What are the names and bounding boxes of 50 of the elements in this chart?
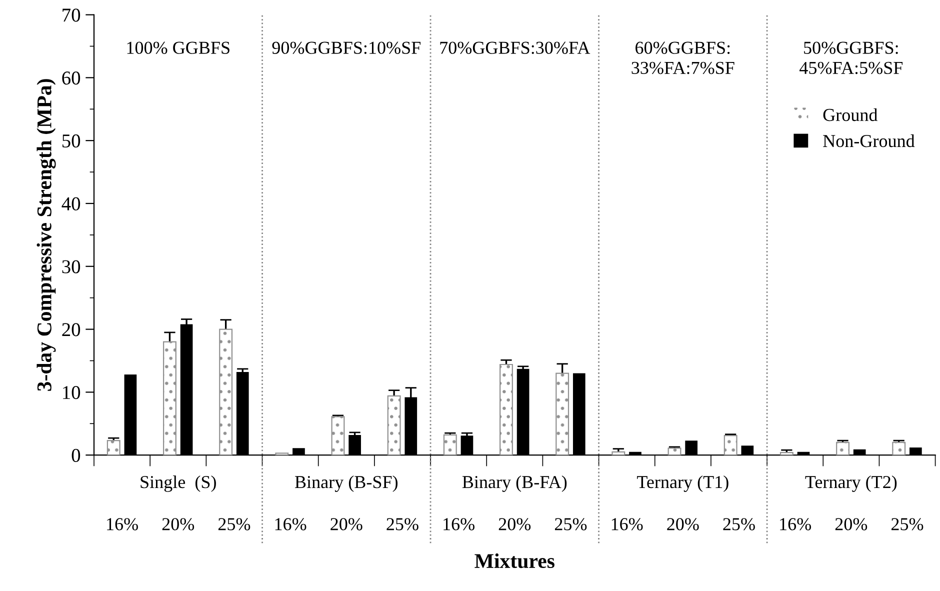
text: Ternary (T2) (805, 475, 897, 492)
text: Binary (B-FA) (462, 475, 567, 492)
bar (724, 435, 738, 456)
legend-label: Ground (823, 108, 878, 122)
annotation: 100% GGBFS (127, 42, 230, 54)
y-axis-title: 3-day Compressive Strength (MPa) (36, 79, 56, 391)
x-tick-label: 25% (386, 518, 418, 530)
bar (668, 448, 682, 456)
bar (106, 440, 120, 456)
x-tick-label: 20% (667, 518, 699, 530)
x-tick-label: 20% (162, 518, 194, 530)
annotation: 90%GGBFS:10%SF (272, 42, 420, 54)
x-tick-label: 20% (835, 518, 868, 530)
bar (556, 372, 570, 456)
text: Binary (B-SF) (295, 475, 398, 492)
x-tick-label: 25% (218, 518, 250, 530)
x-tick-label: 16% (275, 518, 306, 530)
annotation: 50%GGBFS: 45%FA:5%SF (800, 42, 903, 74)
x-tick-label: 20% (330, 518, 362, 530)
bar (443, 434, 457, 456)
bar (612, 451, 626, 456)
bar (331, 416, 345, 456)
x-tick-label: 25% (723, 518, 755, 530)
bar (836, 442, 850, 456)
bar (387, 395, 401, 456)
y-tick-label: 30 (62, 260, 80, 274)
y-tick-label: 10 (63, 386, 80, 400)
y-tick-label: 60 (62, 71, 80, 85)
x-tick-label: 16% (107, 518, 138, 530)
x-tick-label: 16% (444, 518, 474, 530)
text: Single (S) (140, 475, 216, 492)
x-tick-label: 16% (780, 518, 812, 530)
text: Ternary (T1) (637, 475, 728, 492)
x-tick-label: 25% (892, 518, 924, 530)
bar (500, 364, 513, 456)
x-tick-label: 20% (498, 518, 531, 530)
annotation: 60%GGBFS: 33%FA:7%SF (632, 42, 734, 74)
x-axis-title: Mixtures (474, 553, 554, 568)
legend-label: Non-Ground (823, 134, 915, 148)
y-tick-label: 50 (62, 134, 80, 148)
bar (892, 442, 906, 456)
x-tick-label: 16% (612, 518, 643, 530)
bar (162, 341, 176, 456)
x-tick-label: 25% (554, 518, 587, 530)
y-tick-label: 0 (72, 448, 80, 462)
y-tick-label: 40 (62, 197, 80, 210)
bar (219, 328, 233, 456)
y-tick-label: 70 (62, 8, 80, 22)
annotation: 70%GGBFS:30%FA (440, 42, 590, 54)
y-tick-label: 20 (62, 323, 80, 336)
